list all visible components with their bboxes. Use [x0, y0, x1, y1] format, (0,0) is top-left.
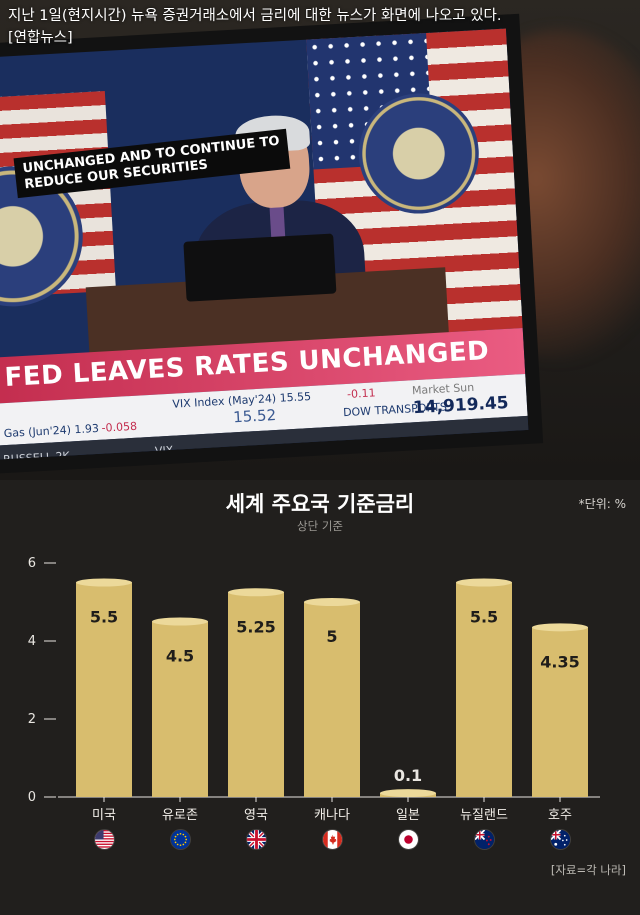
podium-laptop: [183, 233, 337, 302]
canada-flag-icon: [322, 830, 342, 849]
bar-top: [228, 588, 284, 597]
ticker-item: -0.11: [346, 386, 376, 401]
chart-title: 세계 주요국 기준금리: [225, 492, 415, 516]
uk-flag-icon: [246, 830, 266, 849]
bar-value-label: 5.5: [470, 608, 498, 627]
tv-monitor: UNCHANGED AND TO CONTINUE TO REDUCE OUR …: [0, 13, 544, 475]
bar: [152, 621, 208, 797]
bar-top: [152, 617, 208, 626]
bar: [532, 627, 588, 797]
bar-chart: 0 2 4 6 5.5 미국 4.5 유로존 5.25 영국 5 캐나다 0.1 일본 5.5 뉴질랜드 4.3…: [28, 556, 600, 823]
ticker-item: -0.058: [101, 419, 138, 435]
bar: [456, 582, 512, 797]
bar-value-label: 4.5: [166, 647, 194, 666]
bar-value-label: 5.25: [236, 617, 275, 636]
australia-flag-icon: [550, 830, 570, 849]
ticker-item: 15.52: [232, 405, 277, 427]
category-label: 호주: [548, 808, 572, 823]
news-photo: UNCHANGED AND TO CONTINUE TO REDUCE OUR …: [0, 0, 640, 480]
bar-value-label: 0.1: [394, 766, 422, 785]
chart-unit-note: *단위: %: [578, 497, 626, 511]
bar-value-label: 4.35: [540, 652, 579, 671]
new-zealand-flag-icon: [474, 830, 494, 849]
ticker-item: 14,919.45: [412, 392, 510, 419]
ticker-bottom-item: RUSSELL 2K: [2, 449, 71, 460]
bar: [228, 592, 284, 797]
bar-value-label: 5: [326, 627, 337, 646]
us-flag-icon: [94, 830, 114, 849]
bar-top: [456, 578, 512, 587]
japan-flag-icon: [398, 830, 418, 849]
category-label: 뉴질랜드: [460, 808, 508, 823]
photo-caption-line-1: 지난 1일(현지시간) 뉴욕 증권거래소에서 금리에 대한 뉴스가 화면에 나오…: [8, 8, 502, 24]
bar: [76, 582, 132, 797]
ticker-item: Gas (Jun'24) 1.93: [3, 421, 100, 441]
photo-caption-credit: [연합뉴스]: [8, 30, 73, 46]
category-label: 미국: [92, 808, 116, 823]
y-tick-label: 2: [28, 712, 36, 727]
category-label: 캐나다: [314, 808, 350, 823]
chart-source: [자료=각 나라]: [550, 863, 626, 877]
bar-top: [76, 578, 132, 587]
news-lower-third: FED LEAVES RATES UNCHANGED VIX Index (Ma…: [0, 328, 529, 460]
category-label: 영국: [244, 808, 268, 823]
rate-chart-panel: 0 2 4 6 5.5 미국 4.5 유로존 5.25 영국 5 캐나다 0.1 일본 5.5 뉴질랜드 4.3…: [0, 480, 640, 915]
chart-subtitle: 상단 기준: [297, 519, 343, 533]
bar-top: [380, 789, 436, 798]
tv-screen: UNCHANGED AND TO CONTINUE TO REDUCE OUR …: [0, 28, 529, 460]
y-tick-label: 0: [28, 790, 36, 805]
bar-top: [532, 623, 588, 632]
bar-value-label: 5.5: [90, 608, 118, 627]
category-label: 일본: [396, 808, 420, 823]
eu-flag-icon: [170, 830, 190, 849]
bar: [304, 602, 360, 797]
photo-caption: 지난 1일(현지시간) 뉴욕 증권거래소에서 금리에 대한 뉴스가 화면에 나오…: [8, 5, 502, 49]
category-label: 유로존: [162, 808, 198, 823]
bar-top: [304, 598, 360, 606]
ticker-bottom-item: VIX: [154, 443, 174, 458]
y-tick-label: 4: [28, 634, 36, 649]
y-tick-label: 6: [28, 556, 36, 571]
